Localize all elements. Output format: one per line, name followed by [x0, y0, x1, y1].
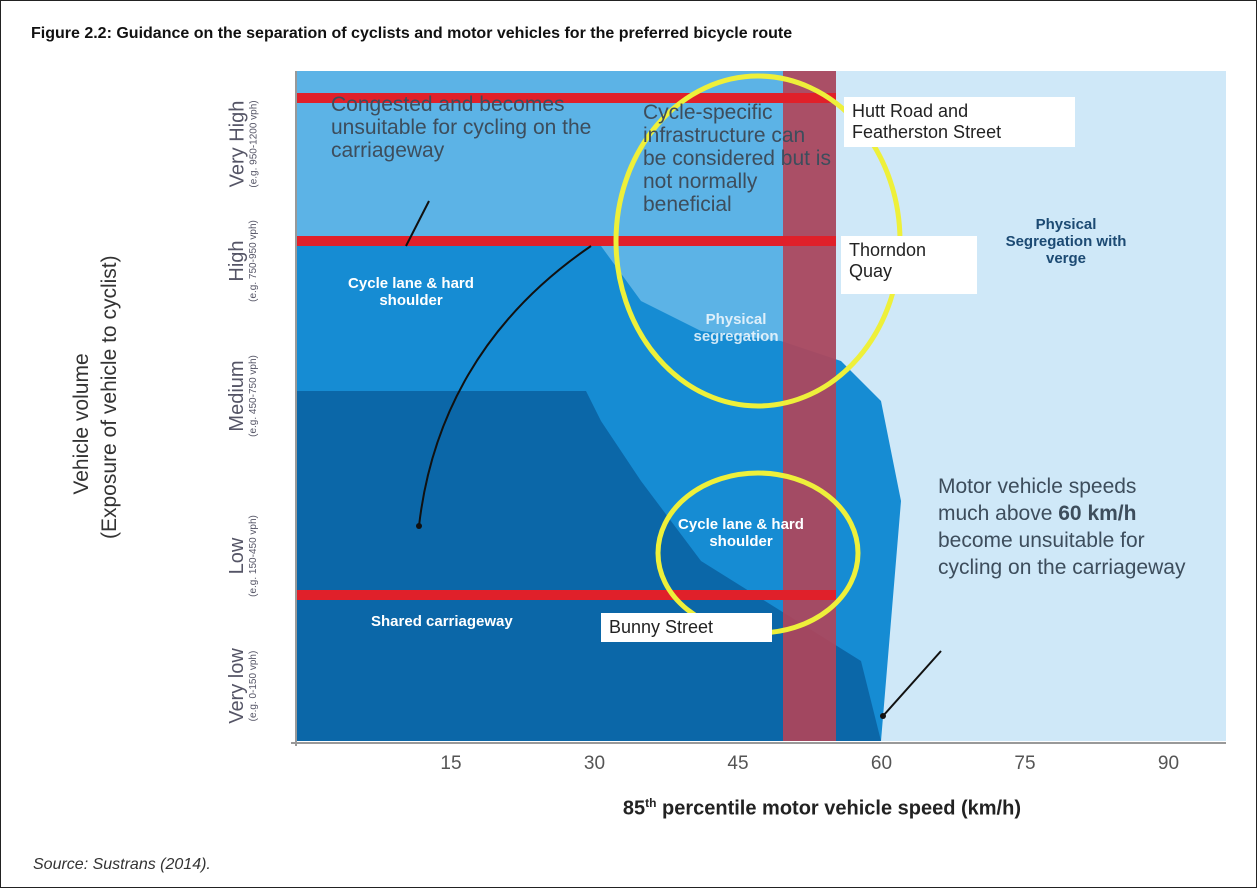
x-tick-label: 90 — [1157, 753, 1180, 774]
y-level: Very low (e.g. 0-150 vph) — [226, 631, 276, 741]
y-title: Vehicle volume — [70, 353, 93, 495]
y-level-range: (e.g. 950-1200 vph) — [248, 99, 259, 188]
zone-label: Shared carriageway — [371, 613, 513, 630]
y-level-range: (e.g. 0-150 vph) — [248, 650, 259, 722]
x-tick-label: 75 — [1014, 753, 1036, 774]
x-label-sup: th — [645, 796, 657, 810]
y-subtitle: (Exposure of vehicle to cyclist) — [98, 255, 121, 539]
annotation: Congested and becomes unsuitable for cyc… — [331, 93, 592, 162]
x-axis-label: 85th percentile motor vehicle speed (km/… — [1, 796, 1021, 821]
red-line — [296, 590, 836, 600]
y-level-name: High — [226, 240, 248, 282]
annotation: Motor vehicle speeds much above 60 km/h … — [938, 473, 1188, 581]
zone-label: Cycle lane & hard shoulder — [678, 516, 804, 550]
red-line — [296, 93, 836, 103]
y-level: Medium (e.g. 450-750 vph) — [226, 311, 276, 481]
arrow-head — [416, 523, 422, 529]
street-label: Bunny Street — [601, 613, 772, 642]
x-label-text: percentile motor vehicle speed (km/h) — [656, 797, 1021, 820]
x-label-number: 85 — [622, 797, 646, 820]
arrow — [418, 245, 592, 527]
x-tick-label: 15 — [440, 753, 462, 774]
y-level-name: Very low — [226, 648, 248, 724]
zone-label: Physical segregation — [693, 311, 779, 345]
annotation-bold: 60 km/h — [1058, 502, 1137, 525]
street-label: Thorndon Quay — [841, 236, 977, 294]
y-level-range: (e.g. 450-750 vph) — [248, 355, 259, 437]
y-level-range: (e.g. 150-450 vph) — [248, 515, 259, 597]
y-level: High (e.g. 750-950 vph) — [226, 211, 276, 311]
x-tick-label: 30 — [583, 753, 606, 774]
annotation: Cycle-specific infrastructure can be con… — [643, 101, 831, 216]
y-level-name: Medium — [226, 360, 248, 432]
red-line — [296, 236, 836, 246]
annotation-text: become unsuitable for cycling on the car… — [938, 529, 1186, 579]
x-tick-label: 45 — [727, 753, 749, 774]
x-tick-label: 60 — [870, 753, 893, 774]
y-level-name: Low — [226, 537, 248, 575]
source: Source: Sustrans (2014). — [33, 856, 211, 873]
arrow-head — [880, 713, 886, 719]
zone-label: Cycle lane & hard shoulder — [348, 275, 474, 309]
arrow — [405, 200, 430, 247]
y-level: Very High (e.g. 950-1200 vph) — [226, 76, 276, 211]
y-level-range: (e.g. 750-950 vph) — [248, 220, 259, 302]
annotation-text: Motor vehicle speeds much above — [938, 475, 1137, 525]
arrow — [882, 650, 942, 717]
figure-title: Figure 2.2: Guidance on the separation o… — [31, 25, 793, 42]
y-axis-title: Vehicle volume (Exposure of vehicle to cy… — [68, 255, 124, 539]
y-level: Low (e.g. 150-450 vph) — [226, 481, 276, 631]
street-label: Hutt Road and Featherston Street — [844, 97, 1075, 147]
y-level-name: Very High — [226, 100, 248, 187]
dark-zone — [296, 391, 881, 741]
annotation: Physical Segregation with verge — [1005, 216, 1127, 267]
